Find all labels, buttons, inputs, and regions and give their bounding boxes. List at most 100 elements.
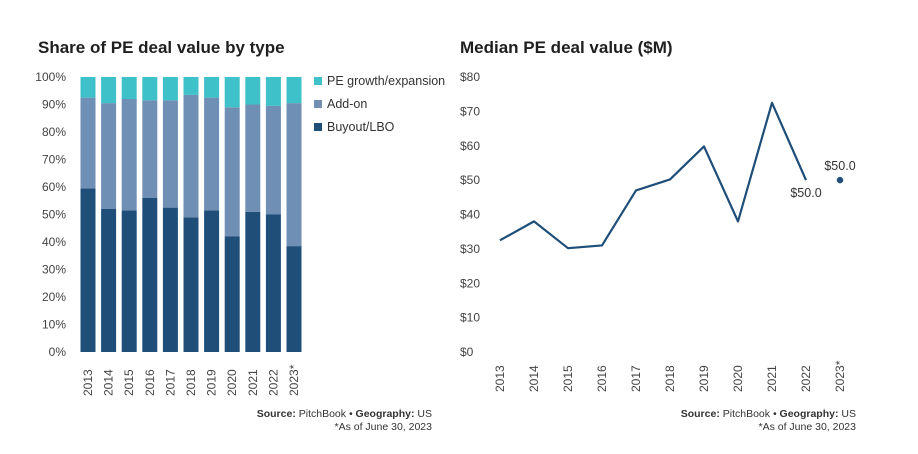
y-tick-label: 20% (42, 290, 66, 304)
bar-segment-add-on (265, 105, 281, 215)
y-tick-label: 100% (35, 70, 66, 84)
source-label: Source: (256, 408, 296, 420)
data-point-2023 (836, 176, 844, 184)
y-tick-label: 90% (42, 98, 66, 112)
bar-segment-add-on (245, 104, 261, 212)
x-tick-label: 2020 (225, 369, 239, 396)
y-tick-label: 60% (42, 180, 66, 194)
x-tick-label: 2019 (205, 369, 219, 396)
bar-segment-pe-growth-expansion (204, 77, 220, 98)
bar-segment-add-on (286, 103, 302, 247)
y-tick-label: $20 (460, 276, 480, 290)
x-tick-label: 2023* (833, 360, 847, 392)
x-tick-label: 2017 (163, 369, 177, 396)
geography-value: US (417, 408, 432, 420)
bar-segment-pe-growth-expansion (224, 77, 240, 108)
legend-label: Add-on (327, 97, 367, 111)
x-tick-label: 2017 (629, 365, 643, 392)
bar-segment-add-on (142, 100, 158, 198)
y-tick-label: $40 (460, 208, 480, 222)
y-tick-label: 0% (49, 345, 67, 359)
bar-segment-pe-growth-expansion (183, 77, 199, 95)
bar-segment-add-on (204, 97, 220, 211)
source-value: PitchBook (298, 408, 347, 420)
left-chart-title: Share of PE deal value by type (38, 38, 285, 57)
bar-segment-pe-growth-expansion (101, 77, 117, 104)
y-tick-label: 50% (42, 208, 66, 222)
x-tick-label: 2022 (266, 369, 280, 396)
data-label: $50.0 (790, 186, 821, 200)
bar-segment-buyout-lbo (101, 209, 117, 352)
x-tick-label: 2018 (663, 365, 677, 392)
bar-segment-add-on (183, 94, 199, 218)
source-value: PitchBook (722, 408, 771, 420)
x-tick-label: 2014 (527, 365, 541, 392)
x-tick-label: 2020 (731, 365, 745, 392)
bar-segment-buyout-lbo (286, 246, 302, 352)
data-label: $50.0 (824, 159, 855, 173)
separator-dot: • (772, 408, 777, 420)
bar-segment-buyout-lbo (204, 210, 220, 352)
legend-label: Buyout/LBO (327, 120, 395, 134)
x-tick-label: 2022 (799, 365, 813, 392)
bar-segment-buyout-lbo (265, 214, 281, 352)
bar-segment-buyout-lbo (80, 188, 96, 352)
stacked-bar-chart: 0% 10% 20% 30% 40% 50% 60% 70% 80% 90% 100% 2013 201… (35, 70, 445, 396)
x-tick-label: 2015 (561, 365, 575, 392)
bar-segment-pe-growth-expansion (162, 77, 178, 101)
legend-swatch (314, 77, 322, 85)
legend-swatch (314, 123, 322, 131)
bar-segment-buyout-lbo (183, 217, 199, 352)
x-tick-label: 2019 (697, 365, 711, 392)
bar-segment-buyout-lbo (142, 198, 158, 352)
bar-segment-pe-growth-expansion (80, 77, 96, 98)
separator-dot: • (348, 408, 353, 420)
y-tick-label: 40% (42, 235, 66, 249)
y-tick-label: 80% (42, 125, 66, 139)
y-tick-label: $80 (460, 70, 480, 84)
geography-label: Geography: (355, 408, 415, 420)
footnote: *As of June 30, 2023 (334, 421, 433, 433)
legend-swatch (314, 100, 322, 108)
line-chart-panel: Median PE deal value ($M) $0 $10 $20 $30 $40… (460, 0, 918, 454)
y-tick-label: 70% (42, 153, 66, 167)
bar-segment-add-on (80, 97, 96, 189)
right-chart-title: Median PE deal value ($M) (460, 38, 673, 57)
bar-segment-add-on (162, 100, 178, 208)
x-tick-label: 2014 (102, 369, 116, 396)
source-label: Source: (680, 408, 720, 420)
y-tick-label: $70 (460, 104, 480, 118)
y-tick-label: $0 (460, 345, 474, 359)
bar-segment-pe-growth-expansion (265, 77, 281, 106)
x-tick-label: 2021 (246, 369, 260, 396)
x-tick-label: 2013 (81, 369, 95, 396)
bar-segment-pe-growth-expansion (245, 77, 261, 105)
stacked-bar-chart-panel: Share of PE deal value by type 0% 10% 20% 3… (35, 38, 445, 434)
median-value-line (499, 101, 808, 250)
y-tick-label: $50 (460, 173, 480, 187)
bar-segment-buyout-lbo (121, 210, 137, 352)
x-tick-label: 2013 (493, 365, 507, 392)
bar-segment-pe-growth-expansion (142, 77, 158, 101)
line-chart: $0 $10 $20 $30 $40 $50 $60 $70 $80 2013 2014 2015 20… (460, 70, 856, 392)
x-tick-label: 2018 (184, 369, 198, 396)
right-source-note: Source: PitchBook • Geography: US *As of… (681, 408, 856, 434)
bar-segment-pe-growth-expansion (286, 77, 302, 104)
footnote: *As of June 30, 2023 (758, 421, 857, 433)
y-tick-label: 10% (42, 318, 66, 332)
bar-segment-add-on (101, 103, 117, 209)
bar-segment-buyout-lbo (245, 211, 261, 352)
bar-segment-buyout-lbo (224, 236, 240, 352)
geography-label: Geography: (779, 408, 839, 420)
x-tick-label: 2016 (143, 369, 157, 396)
y-tick-label: $10 (460, 311, 480, 325)
x-tick-label: 2015 (122, 369, 136, 396)
geography-value: US (841, 408, 856, 420)
x-tick-label: 2021 (765, 365, 779, 392)
y-tick-label: $60 (460, 139, 480, 153)
bar-segment-pe-growth-expansion (121, 77, 137, 99)
bar-segment-buyout-lbo (162, 207, 178, 352)
left-source-note: Source: PitchBook • Geography: US *As of… (257, 408, 432, 434)
legend-label: PE growth/expansion (327, 74, 445, 88)
bar-segment-add-on (224, 107, 240, 237)
